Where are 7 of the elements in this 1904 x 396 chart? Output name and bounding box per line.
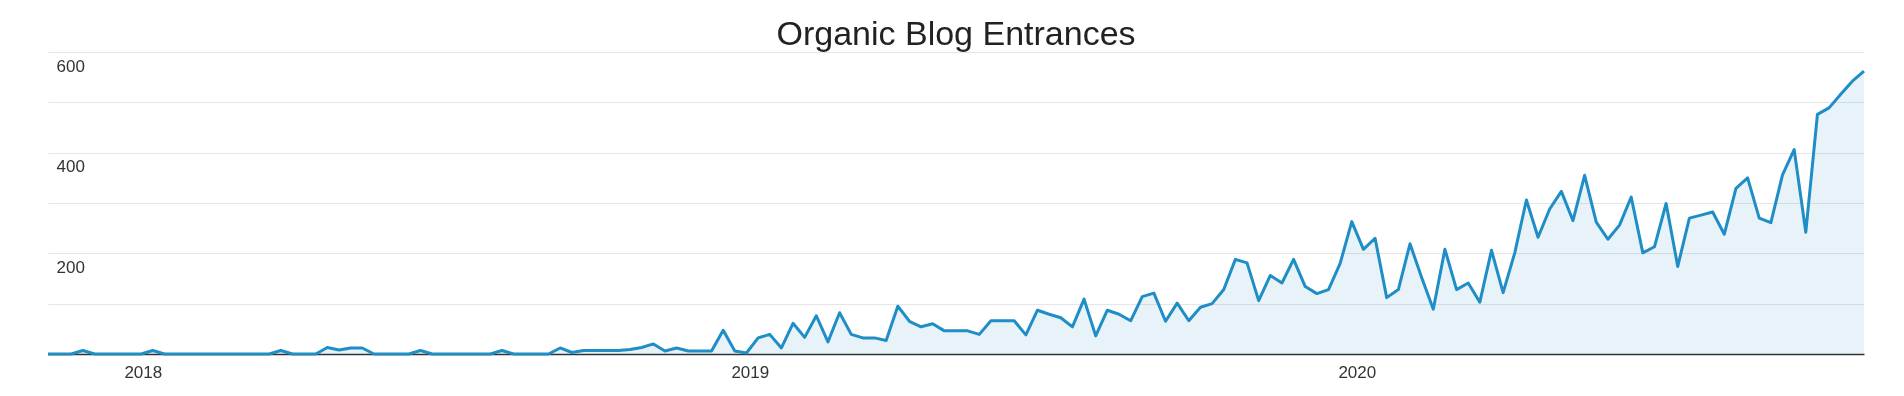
y-tick-label: 400 <box>56 157 85 177</box>
chart-title: Organic Blog Entrances <box>776 14 1136 52</box>
y-tick-label: 600 <box>56 56 85 76</box>
x-tick-label: 2018 <box>124 362 163 382</box>
x-tick-label: 2019 <box>731 362 770 382</box>
x-tick-label: 2020 <box>1338 362 1377 382</box>
y-tick-label: 200 <box>56 257 85 277</box>
